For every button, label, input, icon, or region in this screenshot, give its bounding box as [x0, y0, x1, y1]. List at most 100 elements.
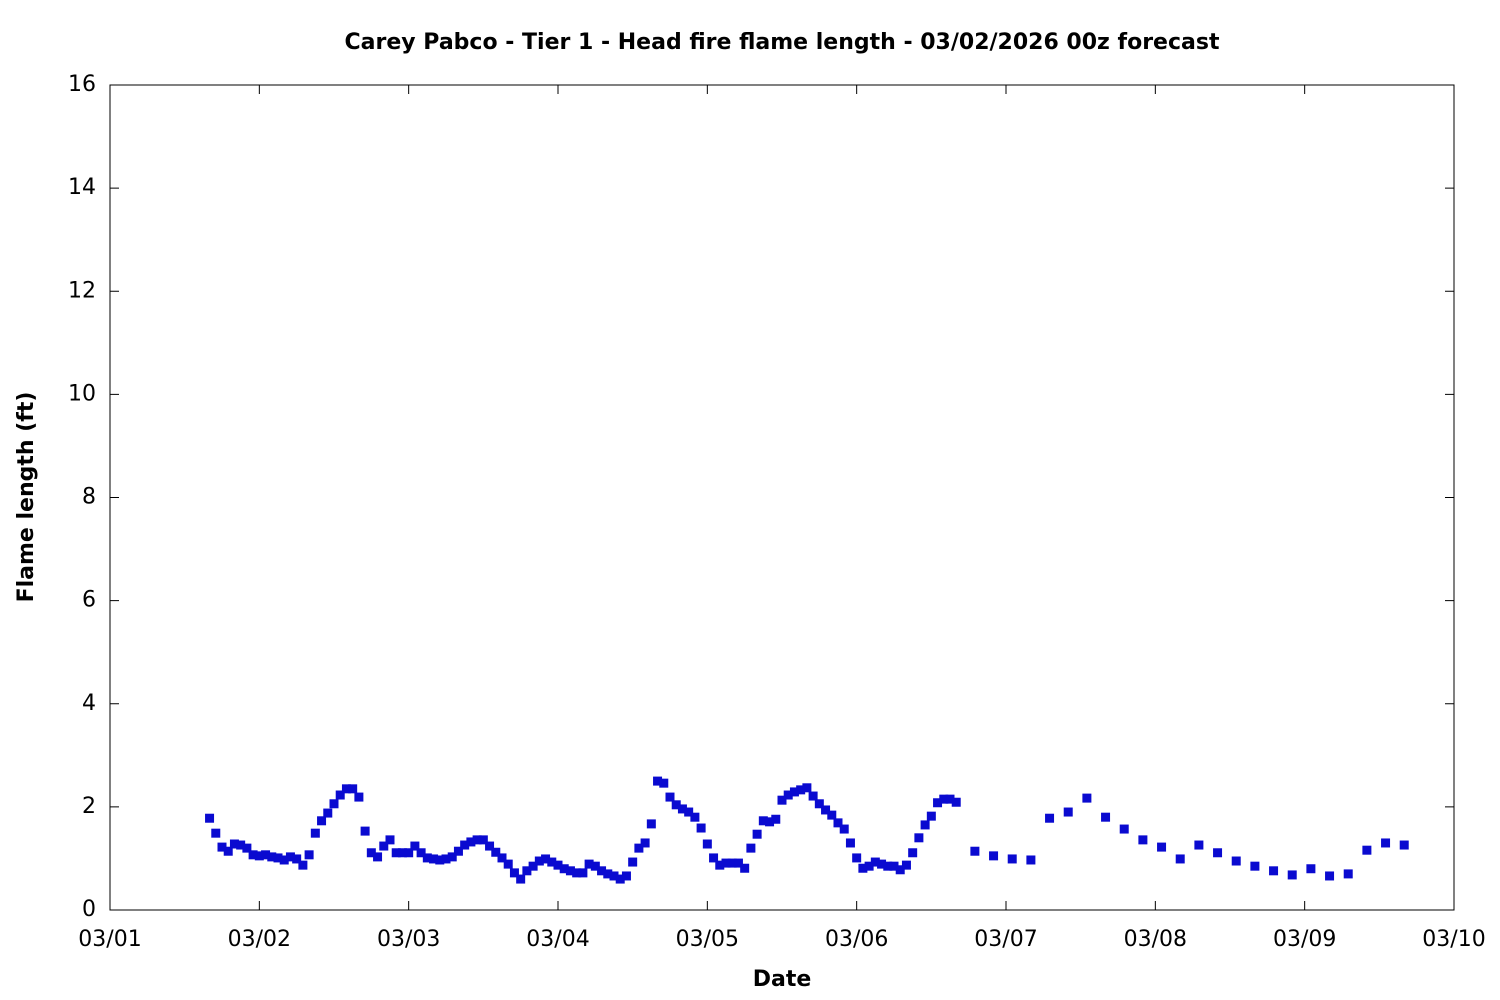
y-tick-label: 10: [68, 381, 96, 406]
point: [1175, 854, 1185, 864]
point: [373, 852, 383, 862]
y-tick-label: 12: [68, 278, 96, 303]
point: [640, 838, 650, 848]
point: [553, 860, 563, 870]
point: [397, 848, 407, 858]
point: [1343, 869, 1353, 879]
point: [821, 805, 831, 815]
x-tick-label: 03/08: [1124, 927, 1187, 952]
point: [783, 790, 793, 800]
point: [584, 859, 594, 869]
point: [292, 854, 302, 864]
point: [709, 853, 719, 863]
point: [1063, 807, 1073, 817]
point: [765, 817, 775, 827]
point: [628, 857, 638, 867]
point: [845, 838, 855, 848]
point: [727, 858, 737, 868]
point: [242, 843, 252, 853]
point: [466, 837, 476, 847]
point: [839, 824, 849, 834]
y-tick-label: 4: [82, 691, 96, 716]
point: [634, 843, 644, 853]
x-tick-label: 03/05: [676, 927, 739, 952]
y-axis-label: Flame length (ft): [14, 392, 39, 603]
point: [522, 866, 532, 876]
point: [802, 783, 812, 793]
point: [989, 851, 999, 861]
point: [733, 858, 743, 868]
point: [1269, 866, 1279, 876]
point: [740, 863, 750, 873]
point: [671, 800, 681, 810]
point: [460, 840, 470, 850]
point: [889, 861, 899, 871]
point: [1119, 824, 1129, 834]
point: [528, 861, 538, 871]
point: [317, 816, 327, 826]
point: [534, 856, 544, 866]
point: [422, 853, 432, 863]
point: [236, 840, 246, 850]
point: [329, 799, 339, 809]
point: [1231, 856, 1241, 866]
point: [1213, 848, 1223, 858]
point: [684, 807, 694, 817]
point: [665, 792, 675, 802]
point: [796, 785, 806, 795]
point: [410, 841, 420, 851]
point: [211, 828, 221, 838]
point: [970, 846, 980, 856]
point: [926, 811, 936, 821]
point: [1399, 840, 1409, 850]
x-tick-label: 03/09: [1273, 927, 1336, 952]
point: [895, 865, 905, 875]
point: [497, 853, 507, 863]
point: [827, 810, 837, 820]
point: [777, 795, 787, 805]
point: [702, 839, 712, 849]
point: [746, 843, 756, 853]
point: [1138, 835, 1148, 845]
point: [945, 794, 955, 804]
point: [335, 790, 345, 800]
point: [877, 859, 887, 869]
point: [1306, 864, 1316, 874]
point: [646, 819, 656, 829]
point: [341, 784, 351, 794]
point: [752, 829, 762, 839]
point: [696, 823, 706, 833]
point: [279, 855, 289, 865]
point: [323, 808, 333, 818]
point: [472, 835, 482, 845]
point: [404, 848, 414, 858]
point: [366, 848, 376, 858]
chart-title: Carey Pabco - Tier 1 - Head fire flame l…: [345, 30, 1220, 55]
point: [1157, 842, 1167, 852]
point: [1101, 812, 1111, 822]
point: [721, 858, 731, 868]
point: [883, 861, 893, 871]
point: [248, 850, 258, 860]
point: [229, 839, 239, 849]
point: [1045, 813, 1055, 823]
point: [951, 797, 961, 807]
point: [690, 812, 700, 822]
point: [833, 818, 843, 828]
point: [310, 828, 320, 838]
point: [908, 848, 918, 858]
y-tick-label: 8: [82, 485, 96, 510]
point: [205, 813, 215, 823]
point: [348, 784, 358, 794]
x-tick-label: 03/01: [78, 927, 141, 952]
point: [565, 866, 575, 876]
point: [920, 820, 930, 830]
point: [429, 854, 439, 864]
point: [1362, 845, 1372, 855]
x-axis-label: Date: [753, 967, 812, 992]
point: [354, 792, 364, 802]
point: [559, 864, 569, 874]
